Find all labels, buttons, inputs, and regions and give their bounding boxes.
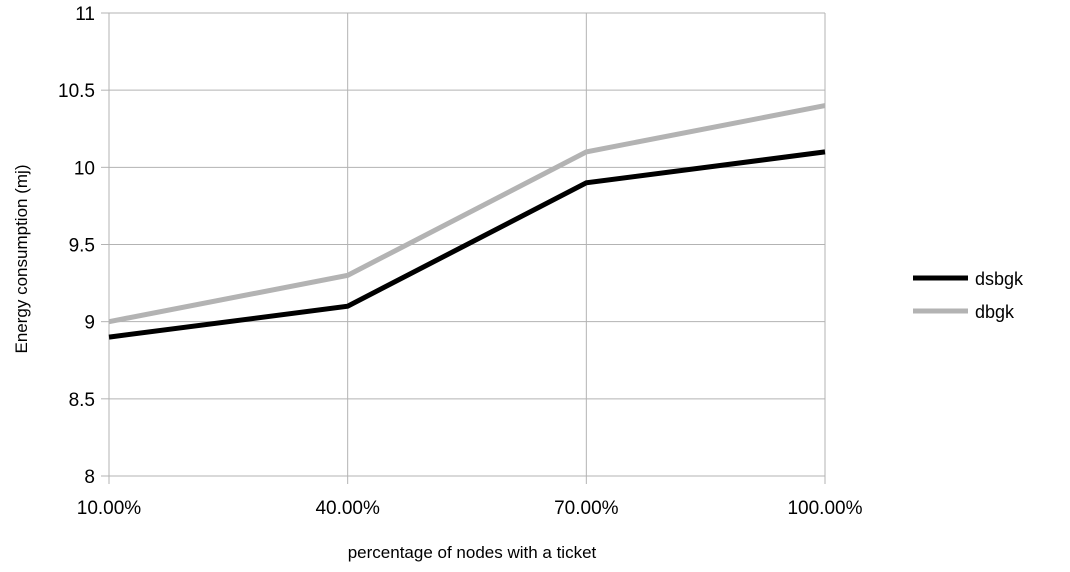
tick-label-layer: 8 8.5 9 9.5 10 10.5 11 10.00% 40.00% 70.00% 100.00… (58, 4, 863, 519)
x-tick-label: 40.00% (315, 498, 380, 519)
y-tick-label: 9.5 (69, 236, 95, 257)
y-tick-label: 8.5 (69, 390, 95, 411)
legend-label-dsbgk: dsbgk (975, 269, 1024, 289)
x-axis-title: percentage of nodes with a ticket (348, 543, 597, 562)
y-tick-label: 9 (84, 313, 95, 334)
y-tick-label: 8 (84, 467, 95, 488)
y-tick-label: 10.5 (58, 81, 95, 102)
x-tick-label: 70.00% (554, 498, 619, 519)
y-tick-label: 11 (75, 4, 95, 25)
series-layer (108, 103, 826, 340)
legend: dsbgk dbgk (913, 269, 1024, 322)
x-tick-label: 100.00% (787, 498, 862, 519)
y-axis-title: Energy consumption (mj) (12, 165, 31, 354)
x-tick-label: 10.00% (77, 498, 142, 519)
series-line-dsbgk (108, 149, 826, 340)
y-tick-label: 10 (74, 158, 95, 179)
legend-label-dbgk: dbgk (975, 302, 1015, 322)
series-line-dbgk (108, 103, 826, 325)
axes-layer (101, 12, 826, 484)
